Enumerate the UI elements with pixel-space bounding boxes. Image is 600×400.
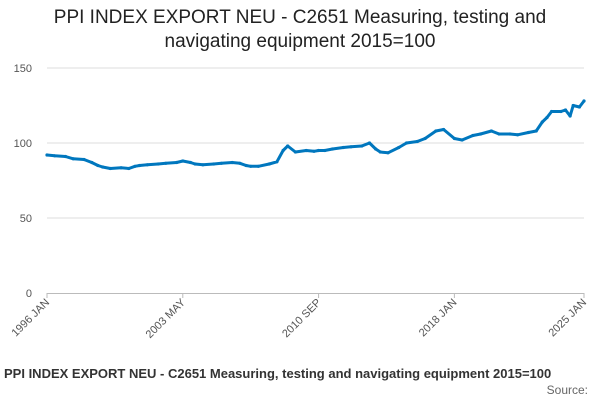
data-point-0-20 — [201, 163, 205, 167]
y-tick-label-0: 0 — [26, 288, 32, 300]
gridlines — [47, 67, 584, 219]
data-point-0-57 — [508, 132, 512, 136]
data-point-0-53 — [471, 133, 475, 138]
data-point-0-50 — [442, 127, 446, 132]
data-point-0-16 — [175, 160, 179, 165]
y-axis-tick-labels: 0 50 100 150 — [14, 63, 32, 300]
data-point-0-43 — [378, 150, 382, 154]
y-tick-label-100: 100 — [14, 138, 32, 150]
data-point-0-33 — [304, 148, 308, 153]
data-point-0-55 — [489, 129, 493, 133]
data-point-0-32 — [293, 150, 297, 154]
source-label: Source: — [546, 383, 588, 397]
data-point-0-34 — [312, 149, 316, 153]
series-layer — [45, 99, 586, 171]
data-point-0-37 — [330, 147, 335, 151]
series-line-0[interactable] — [45, 99, 586, 170]
data-point-0-42 — [374, 147, 378, 151]
data-point-0-2 — [63, 154, 68, 159]
y-tick-label-50: 50 — [20, 213, 32, 225]
data-point-0-66 — [568, 114, 572, 118]
legend-label: PPI INDEX EXPORT NEU - C2651 Measuring, … — [4, 366, 552, 381]
data-point-0-58 — [516, 133, 520, 137]
data-point-0-4 — [82, 157, 86, 162]
data-point-0-36 — [323, 148, 327, 153]
data-point-0-38 — [341, 145, 345, 150]
data-point-0-24 — [238, 161, 242, 165]
data-point-0-28 — [267, 162, 271, 166]
data-point-0-12 — [138, 163, 142, 168]
data-point-0-11 — [133, 164, 137, 168]
data-point-0-17 — [181, 159, 185, 163]
data-point-0-13 — [145, 163, 149, 167]
data-point-0-62 — [545, 115, 549, 120]
x-tick-label-1: 2003 MAY — [144, 296, 189, 341]
data-point-0-30 — [281, 148, 285, 153]
data-point-0-46 — [404, 141, 409, 145]
data-point-0-63 — [550, 109, 554, 114]
data-point-0-51 — [452, 136, 456, 141]
data-point-0-41 — [367, 141, 372, 145]
data-point-0-22 — [219, 161, 223, 165]
chart-title-line-2: navigating equipment 2015=100 — [164, 31, 436, 52]
data-point-0-35 — [317, 148, 321, 153]
data-point-0-0 — [45, 153, 49, 157]
y-tick-label-150: 150 — [14, 63, 32, 75]
data-point-0-9 — [119, 166, 123, 170]
data-point-0-54 — [479, 132, 483, 136]
data-point-0-1 — [53, 154, 57, 158]
data-point-0-27 — [256, 164, 260, 168]
data-point-0-18 — [188, 160, 193, 165]
data-point-0-68 — [577, 105, 582, 109]
data-point-0-44 — [386, 151, 390, 155]
legend[interactable]: PPI INDEX EXPORT NEU - C2651 Measuring, … — [0, 366, 551, 381]
data-point-0-10 — [127, 166, 131, 171]
data-point-0-8 — [108, 166, 112, 171]
data-point-0-47 — [415, 139, 419, 144]
data-point-0-31 — [286, 144, 290, 148]
data-point-0-21 — [212, 162, 216, 166]
data-point-0-26 — [249, 164, 253, 168]
x-tick-label-0: 1996 JAN — [9, 297, 52, 340]
x-tick-label-2: 2010 SEP — [280, 297, 324, 341]
data-point-0-64 — [559, 109, 563, 114]
data-point-0-7 — [101, 165, 105, 169]
data-point-0-59 — [526, 130, 531, 135]
data-point-0-15 — [164, 161, 168, 165]
data-point-0-60 — [534, 129, 538, 133]
x-axis-tick-labels: 1996 JAN 2003 MAY 2010 SEP 2018 JAN 2025 JAN — [9, 296, 589, 341]
data-point-0-67 — [571, 103, 575, 108]
chart-title-line-1: PPI INDEX EXPORT NEU - C2651 Measuring, … — [53, 7, 547, 28]
chart-title: PPI INDEX EXPORT NEU - C2651 Measuring, … — [0, 6, 600, 54]
x-tick-label-4: 2025 JAN — [546, 297, 589, 340]
data-point-0-65 — [563, 108, 568, 112]
data-point-0-40 — [360, 144, 364, 148]
data-point-0-3 — [71, 157, 75, 161]
data-point-0-69 — [582, 99, 586, 103]
data-point-0-5 — [90, 160, 94, 165]
data-point-0-19 — [193, 162, 197, 166]
data-point-0-39 — [349, 145, 353, 149]
data-point-0-14 — [156, 162, 160, 166]
data-point-0-49 — [434, 129, 438, 133]
data-point-0-61 — [540, 120, 544, 124]
data-point-0-29 — [275, 160, 279, 164]
data-point-0-48 — [423, 136, 427, 141]
data-point-0-52 — [460, 138, 464, 142]
data-point-0-56 — [497, 132, 501, 136]
data-point-0-25 — [244, 163, 248, 168]
data-point-0-6 — [96, 163, 100, 168]
x-axis — [46, 293, 585, 298]
x-tick-label-3: 2018 JAN — [417, 297, 460, 340]
data-point-0-23 — [230, 160, 234, 165]
data-point-0-45 — [397, 145, 401, 150]
